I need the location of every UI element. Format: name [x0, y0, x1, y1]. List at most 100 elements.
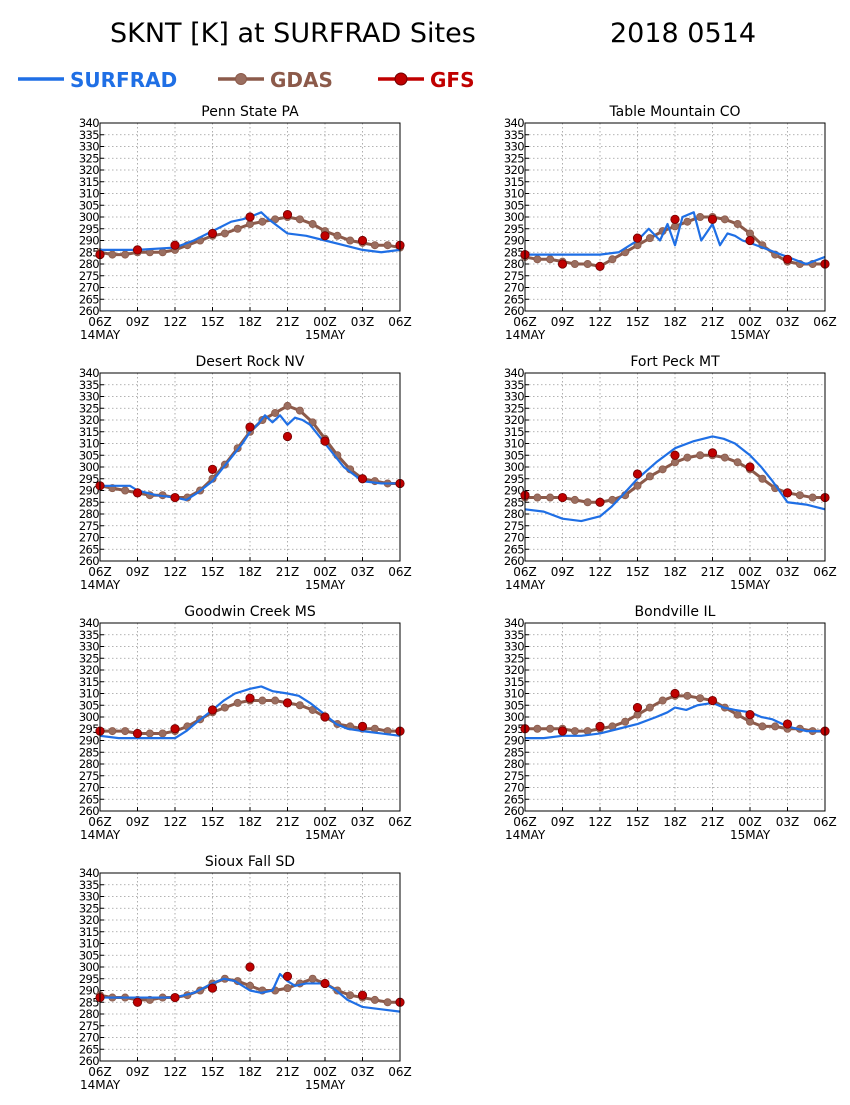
series-surfrad	[100, 972, 401, 1013]
gdas-point	[333, 231, 342, 240]
x-tick-label: 18Z	[663, 815, 687, 829]
y-tick-label: 295	[504, 472, 524, 486]
y-tick-label: 305	[79, 198, 99, 212]
y-tick-label: 315	[504, 675, 524, 689]
gfs-point	[170, 240, 180, 250]
series-gfs	[95, 693, 405, 739]
gfs-point	[782, 254, 793, 264]
gdas-point	[795, 491, 804, 500]
x-tick-label: 15Z	[626, 315, 650, 329]
gdas-point	[121, 486, 130, 495]
y-tick-label: 285	[79, 495, 99, 509]
y-tick-label: 275	[79, 519, 99, 533]
y-tick-label: 265	[79, 292, 99, 306]
x-tick-label: 21Z	[276, 1065, 300, 1079]
y-tick-label: 330	[504, 140, 524, 154]
gdas-point	[658, 465, 667, 474]
x-tick-label: 09Z	[126, 315, 150, 329]
gfs-point	[782, 488, 793, 498]
x-tick-label: 09Z	[551, 565, 575, 579]
y-tick-label: 335	[504, 128, 524, 142]
gdas-point	[621, 717, 630, 726]
gdas-point	[546, 724, 555, 733]
y-axis: 2602652702752802852902953003053103153203…	[79, 866, 104, 1068]
y-tick-label: 290	[504, 734, 524, 748]
y-tick-label: 310	[79, 187, 99, 201]
x-tick-label: 18Z	[663, 565, 687, 579]
legend-label: GDAS	[270, 68, 333, 92]
gdas-point	[645, 472, 654, 481]
gfs-point	[320, 436, 330, 446]
panel-title: Goodwin Creek MS	[184, 604, 316, 620]
panel-title: Desert Rock NV	[196, 354, 305, 370]
gdas-point	[696, 212, 705, 221]
y-tick-label: 295	[79, 722, 99, 736]
gdas-point	[121, 250, 130, 259]
panel-desert-rock-nv: Desert Rock NV 26026527027528028529029530…	[79, 354, 412, 592]
y-tick-label: 265	[504, 792, 524, 806]
gfs-point	[632, 702, 643, 713]
x-date-label: 14MAY	[80, 828, 121, 842]
y-tick-label: 330	[504, 640, 524, 654]
y-tick-label: 265	[504, 292, 524, 306]
x-tick-label: 06Z	[813, 565, 837, 579]
legend-marker	[235, 73, 247, 85]
y-tick-label: 305	[79, 698, 99, 712]
gdas-point	[808, 493, 817, 502]
y-tick-label: 320	[504, 663, 524, 677]
x-tick-label: 03Z	[776, 815, 800, 829]
gfs-point	[132, 488, 143, 498]
gfs-point	[170, 992, 180, 1003]
y-tick-label: 270	[79, 1031, 99, 1045]
y-tick-label: 295	[79, 472, 99, 486]
x-tick-label: 21Z	[276, 315, 300, 329]
gdas-point	[308, 974, 317, 983]
gdas-point	[570, 727, 579, 736]
y-tick-label: 260	[79, 804, 99, 818]
y-axis: 2602652702752802852902953003053103153203…	[504, 616, 529, 818]
gdas-point	[546, 493, 555, 502]
series-surfrad	[524, 435, 826, 523]
gfs-point	[632, 469, 643, 479]
x-date-label: 15MAY	[730, 578, 771, 592]
gdas-point	[720, 453, 729, 462]
x-tick-label: 00Z	[313, 315, 337, 329]
x-date-label: 15MAY	[730, 828, 771, 842]
y-tick-label: 340	[79, 866, 99, 880]
y-tick-label: 265	[79, 542, 99, 556]
x-tick-label: 15Z	[201, 565, 225, 579]
gfs-point	[207, 228, 218, 239]
y-tick-label: 290	[504, 234, 524, 248]
x-date-label: 14MAY	[505, 828, 546, 842]
grid	[525, 373, 825, 561]
grid	[525, 123, 825, 311]
y-tick-label: 270	[79, 781, 99, 795]
gdas-point	[733, 220, 742, 229]
gdas-point	[733, 710, 742, 719]
x-tick-label: 00Z	[313, 1065, 337, 1079]
gfs-point	[207, 983, 218, 993]
x-tick-label: 09Z	[126, 815, 150, 829]
plot-frame	[524, 372, 826, 562]
x-tick-label: 09Z	[126, 565, 150, 579]
gdas-point	[370, 995, 379, 1004]
gfs-point	[282, 431, 293, 442]
y-tick-label: 260	[504, 304, 524, 318]
gfs-point	[745, 462, 755, 472]
gdas-point	[308, 220, 317, 229]
panel-table-mountain-co: Table Mountain CO 26026527027528028529029…	[504, 104, 837, 342]
y-tick-label: 340	[504, 616, 524, 630]
x-tick-label: 12Z	[163, 815, 187, 829]
y-tick-label: 335	[504, 378, 524, 392]
y-tick-label: 300	[79, 460, 99, 474]
gfs-point	[132, 997, 143, 1007]
y-axis: 2602652702752802852902953003053103153203…	[79, 366, 104, 568]
y-tick-label: 335	[79, 628, 99, 642]
gdas-point	[570, 495, 579, 504]
gfs-point	[707, 695, 718, 706]
gdas-point	[658, 696, 667, 705]
